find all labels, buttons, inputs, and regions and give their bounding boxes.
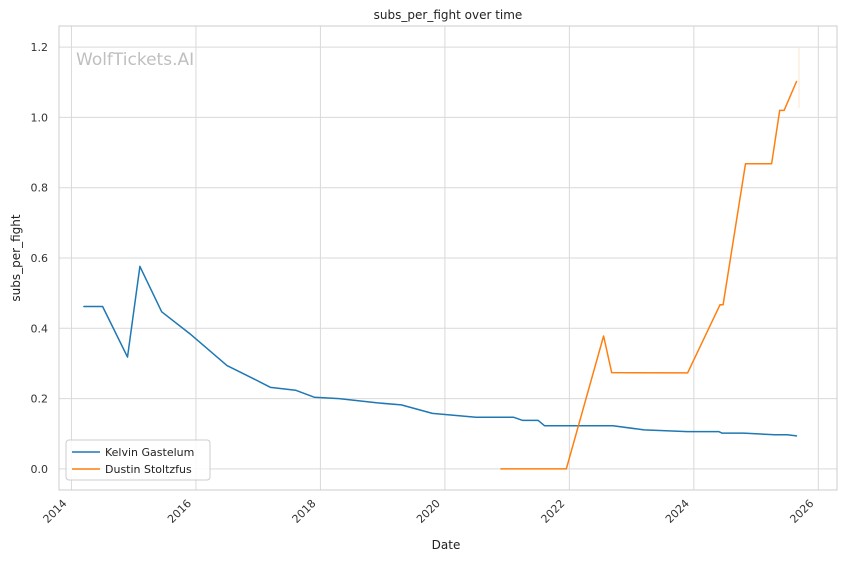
grid <box>59 26 837 490</box>
y-tick-label: 0.6 <box>31 252 49 265</box>
y-tick-label: 1.0 <box>31 111 49 124</box>
y-tick-label: 0.0 <box>31 463 49 476</box>
y-tick-label: 0.4 <box>31 322 49 335</box>
series-line-1 <box>500 80 798 470</box>
chart-title: subs_per_fight over time <box>374 8 523 22</box>
y-axis-label: subs_per_fight <box>9 214 23 301</box>
y-tick-label: 0.2 <box>31 393 49 406</box>
series-line-0 <box>83 265 798 437</box>
series <box>83 80 798 470</box>
x-axis-label: Date <box>432 538 461 552</box>
legend-label-kelvin: Kelvin Gastelum <box>105 446 194 459</box>
watermark: WolfTickets.AI <box>76 50 194 70</box>
y-tick-label: 1.2 <box>31 41 49 54</box>
y-tick-label: 0.8 <box>31 182 49 195</box>
legend-box <box>65 439 211 481</box>
legend-label-dustin: Dustin Stoltzfus <box>105 463 192 476</box>
legend: Kelvin Gastelum Dustin Stoltzfus <box>65 439 211 481</box>
plot-frame <box>58 25 838 491</box>
